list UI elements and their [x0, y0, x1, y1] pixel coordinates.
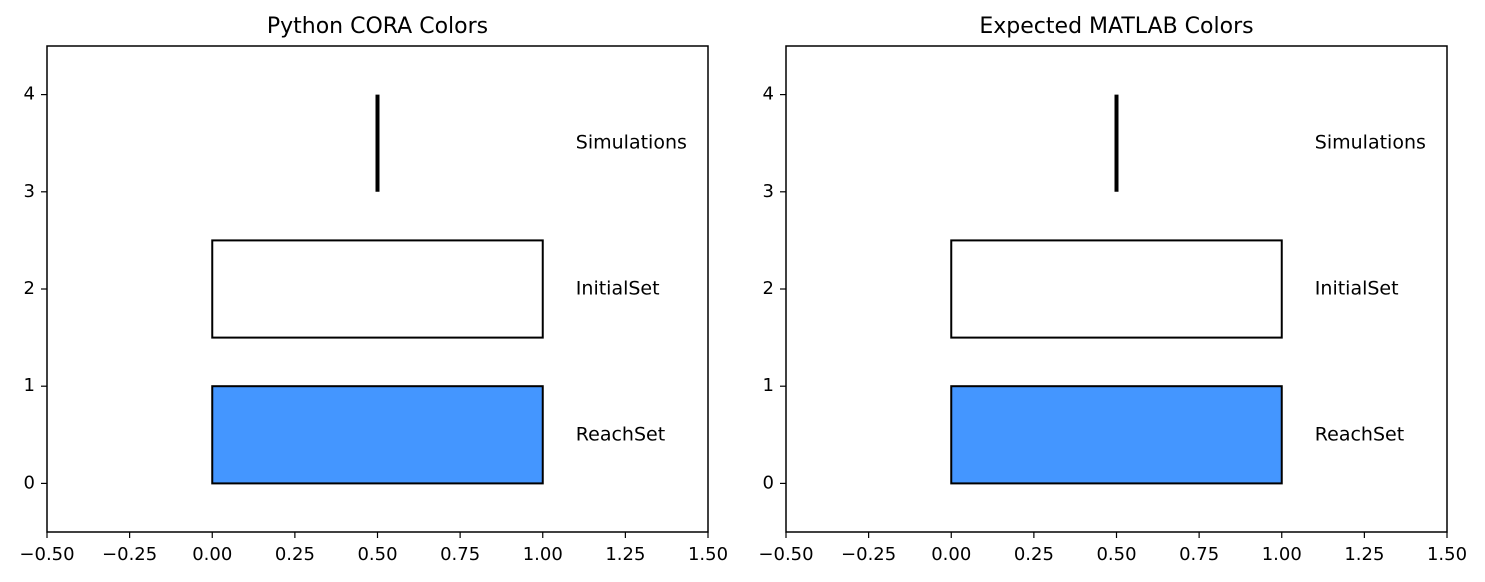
annotation-label: InitialSet [576, 278, 660, 300]
x-tick-label: 0.00 [192, 544, 232, 565]
x-tick-label: −0.25 [102, 544, 157, 565]
annotation-label: ReachSet [576, 423, 665, 445]
x-tick-label: 0.25 [1014, 544, 1054, 565]
reachset-rect [950, 385, 1283, 485]
chart-title: Expected MATLAB Colors [979, 14, 1253, 39]
y-tick-label: 1 [763, 375, 774, 396]
chart-panel-2: Expected MATLAB Colors ReachSet InitialSet… [758, 14, 1467, 565]
y-tick-label: 3 [763, 181, 774, 202]
y-tick-label: 0 [763, 472, 774, 493]
x-tick-label: −0.25 [841, 544, 896, 565]
x-tick-label: 1.50 [1427, 544, 1467, 565]
x-tick-label: 1.25 [1344, 544, 1384, 565]
annotation-label: Simulations [1315, 132, 1426, 154]
x-tick-label: 1.50 [688, 544, 728, 565]
y-tick-label: 4 [24, 84, 35, 105]
y-tick-label: 2 [763, 278, 774, 299]
chart-title: Python CORA Colors [267, 14, 488, 39]
annotation-label: Simulations [576, 132, 687, 154]
x-tick-label: 0.75 [1179, 544, 1219, 565]
x-tick-label: 0.50 [357, 544, 397, 565]
y-tick-label: 1 [24, 375, 35, 396]
x-tick-label: −0.50 [758, 544, 813, 565]
y-tick-label: 3 [24, 181, 35, 202]
annotation-label: InitialSet [1315, 278, 1399, 300]
y-tick-label: 2 [24, 278, 35, 299]
chart-panel-1: Python CORA Colors ReachSet InitialSet Simu… [19, 14, 728, 565]
reachset-rect [211, 385, 544, 485]
annotation-label: ReachSet [1315, 423, 1404, 445]
initialset-rect [950, 239, 1283, 339]
x-tick-label: 0.75 [440, 544, 480, 565]
x-tick-label: 1.00 [1262, 544, 1302, 565]
x-tick-label: 0.50 [1096, 544, 1136, 565]
x-tick-label: −0.50 [19, 544, 74, 565]
y-tick-label: 4 [763, 84, 774, 105]
x-tick-label: 0.00 [931, 544, 971, 565]
initialset-rect [211, 239, 544, 339]
y-tick-label: 0 [24, 472, 35, 493]
x-tick-label: 1.25 [605, 544, 645, 565]
x-tick-label: 0.25 [275, 544, 315, 565]
x-tick-label: 1.00 [523, 544, 563, 565]
